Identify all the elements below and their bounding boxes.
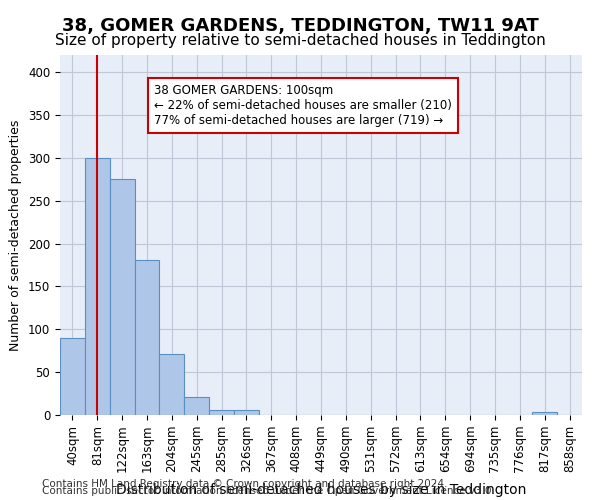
Bar (85, 158, 110, 415)
Bar (234, 410, 259, 415)
Bar (110, 180, 134, 415)
X-axis label: Distribution of semi-detached houses by size in Teddington: Distribution of semi-detached houses by … (116, 484, 526, 498)
Text: 38 GOMER GARDENS: 100sqm
← 22% of semi-detached houses are smaller (210)
77% of : 38 GOMER GARDENS: 100sqm ← 22% of semi-d… (154, 84, 452, 127)
Text: Size of property relative to semi-detached houses in Teddington: Size of property relative to semi-detach… (55, 32, 545, 48)
Text: Contains HM Land Registry data © Crown copyright and database right 2024.: Contains HM Land Registry data © Crown c… (42, 479, 448, 489)
Text: 38, GOMER GARDENS, TEDDINGTON, TW11 9AT: 38, GOMER GARDENS, TEDDINGTON, TW11 9AT (62, 18, 538, 36)
Bar (160, 354, 184, 415)
Bar (209, 410, 234, 415)
Bar (60, 338, 85, 415)
Bar (184, 397, 209, 415)
Text: Contains public sector information licensed under the Open Government Licence v3: Contains public sector information licen… (42, 486, 495, 496)
Y-axis label: Number of semi-detached properties: Number of semi-detached properties (10, 120, 22, 350)
Bar (134, 260, 160, 415)
Bar (532, 412, 557, 415)
